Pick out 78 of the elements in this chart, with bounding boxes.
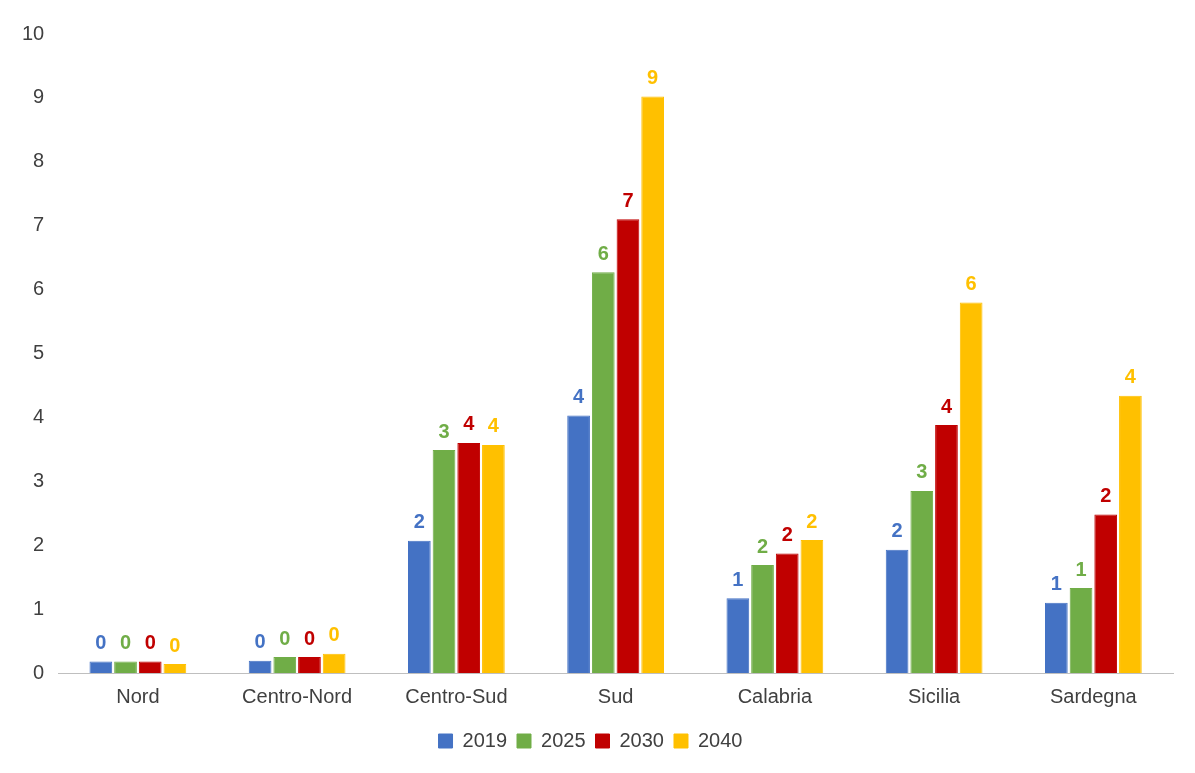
data-label: 2 [1100,484,1112,507]
bar [273,657,297,673]
x-tick-label: Sicilia [908,684,962,707]
data-label: 0 [303,626,316,649]
bar [1094,514,1118,673]
bar [1044,602,1068,673]
data-label: 9 [647,66,659,89]
data-label: 6 [597,241,609,264]
y-tick-label: 7 [33,213,45,236]
bar [751,565,774,673]
data-label: 0 [119,631,132,654]
data-label: 3 [438,419,450,442]
legend-label: 2025 [541,728,586,751]
data-label: 7 [622,188,634,211]
bar [616,219,640,673]
x-tick-label: Calabria [737,684,813,707]
data-label: 0 [144,631,156,654]
data-label: 4 [573,385,586,407]
y-tick-label: 6 [33,277,45,300]
y-tick-label: 0 [33,660,45,683]
y-tick-label: 1 [33,596,45,619]
legend-label: 2019 [462,728,508,751]
bar [591,272,615,673]
data-label: 2 [756,534,769,557]
y-tick-label: 3 [33,468,45,491]
data-label: 1 [1050,572,1062,595]
data-label: 4 [487,414,500,437]
data-label: 2 [891,519,903,542]
y-tick-label: 9 [33,85,45,108]
x-tick-label: Sardegna [1050,684,1138,707]
bar [138,661,162,673]
x-tick-label: Centro-Nord [242,684,353,707]
data-label: 1 [732,567,744,590]
x-tick-label: Centro-Sud [405,684,508,707]
data-label: 1 [1075,557,1087,580]
x-tick-label: Sud [597,684,634,707]
bar [298,657,321,673]
data-label: 0 [279,626,291,649]
data-label: 4 [940,394,953,417]
y-tick-label: 5 [33,341,45,364]
bar [89,661,113,673]
bar [432,449,456,673]
x-tick-label: Nord [116,684,160,707]
bar [935,425,958,673]
data-label: 0 [169,633,181,656]
bar [910,490,934,673]
bar [1119,395,1142,673]
legend-label: 2040 [697,728,743,751]
y-tick-label: 2 [33,532,45,555]
y-tick-label: 8 [33,149,45,172]
data-label: 6 [965,271,977,294]
bar [322,653,346,673]
bar [482,444,505,673]
data-label: 4 [463,412,476,435]
bar [885,549,909,673]
bar [163,664,187,673]
data-label: 2 [413,510,425,533]
bar [567,415,590,673]
bar [800,540,824,673]
bar [1069,588,1093,673]
data-label: 3 [916,460,928,483]
bar [959,302,983,673]
data-label: 0 [254,630,266,653]
y-tick-label: 10 [22,21,45,44]
data-label: 2 [806,509,818,532]
data-label: 0 [328,623,340,646]
data-label: 0 [95,631,107,654]
bar [726,598,750,673]
bar [641,96,664,673]
bar [248,660,272,673]
bar [775,553,799,673]
bar [457,442,481,673]
bar [114,661,137,673]
bar [407,540,431,673]
data-label: 4 [1124,365,1137,388]
data-label: 2 [781,523,793,546]
y-tick-label: 4 [33,404,45,427]
legend-label: 2030 [619,728,664,751]
